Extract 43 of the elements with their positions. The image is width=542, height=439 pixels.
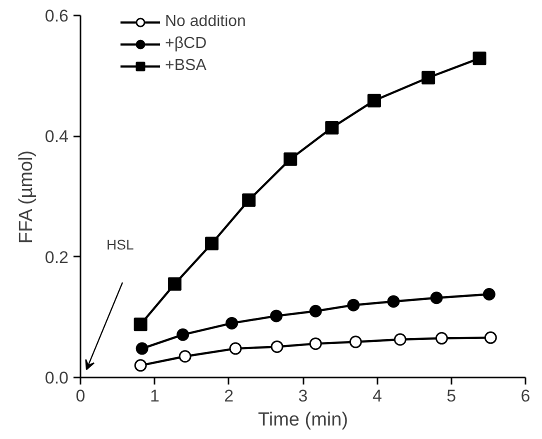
point	[430, 292, 443, 304]
point	[226, 316, 238, 330]
point	[134, 359, 147, 372]
y-tick-label: 0.6	[44, 6, 69, 26]
point	[176, 328, 190, 341]
point	[309, 304, 322, 318]
legend-label: +BSA	[165, 56, 206, 76]
point	[205, 236, 219, 250]
point	[178, 350, 192, 363]
point	[367, 94, 381, 108]
point	[229, 342, 242, 355]
x-axis-title: Time (min)	[258, 410, 348, 430]
point	[435, 332, 448, 345]
y-tick-label: 0.0	[44, 368, 69, 388]
x-tick-label: 2	[224, 386, 234, 406]
x-tick-label: 0	[76, 386, 86, 406]
y-tick-label: 0.4	[44, 127, 69, 146]
x-tick-label: 3	[298, 386, 308, 406]
point	[387, 295, 400, 308]
point	[422, 70, 436, 84]
point	[242, 193, 256, 207]
y-axis-title: FFA (µmol)	[16, 150, 37, 244]
y-tick-label: 0.2	[44, 248, 69, 267]
point	[270, 310, 283, 322]
point	[284, 152, 298, 166]
point	[325, 120, 339, 134]
point	[309, 337, 322, 350]
point	[134, 318, 148, 332]
x-tick-label: 6	[520, 386, 530, 406]
point	[347, 298, 360, 312]
x-tick-label: 4	[372, 386, 382, 406]
point	[394, 333, 406, 346]
point	[136, 342, 148, 355]
point	[349, 336, 362, 348]
point	[484, 331, 497, 344]
point	[482, 288, 496, 300]
point	[168, 277, 182, 291]
x-tick-label: 5	[446, 386, 456, 406]
point	[472, 52, 486, 66]
legend-label: +βCD	[165, 34, 207, 54]
annotation: HSL	[106, 236, 134, 252]
point	[270, 340, 284, 353]
x-tick-label: 1	[150, 386, 160, 406]
